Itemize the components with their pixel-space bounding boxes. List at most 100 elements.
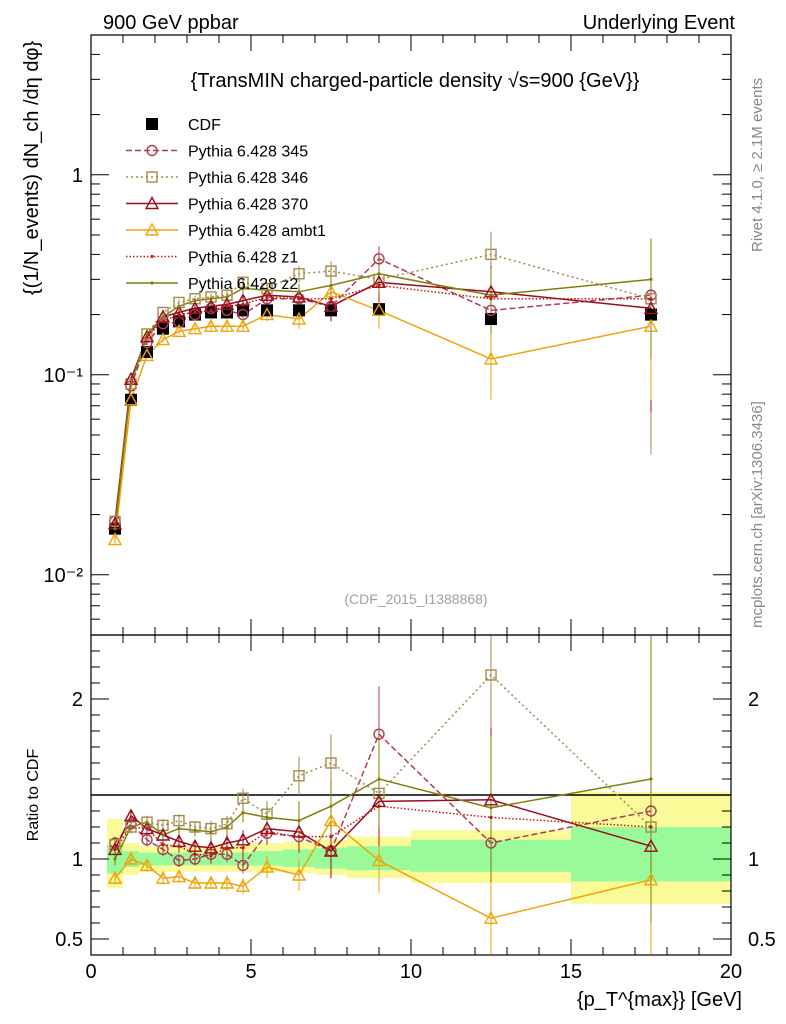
ratio-point-p370	[259, 821, 275, 835]
ratio-point-z1	[145, 827, 149, 831]
main-point-CDF	[373, 303, 385, 316]
ratio-point-p346	[325, 757, 337, 769]
ratio-point-ambt1	[171, 869, 187, 883]
main-point-CDF	[325, 304, 337, 317]
main-point-z2	[225, 295, 229, 299]
main-point-z2	[161, 315, 165, 319]
main-point-p370	[371, 274, 387, 289]
ratio-point-z2	[297, 819, 301, 823]
mcplots-label: mcplots.cern.ch [arXiv:1306.3436]	[749, 401, 766, 628]
main-point-z1	[329, 297, 333, 301]
main-point-z1	[113, 522, 117, 526]
main-series-markers	[107, 248, 659, 546]
ratio-point-p345	[173, 854, 185, 867]
main-point-ambt1	[171, 323, 187, 337]
main-point-p346	[205, 291, 217, 303]
header-left: 900 GeV ppbar	[103, 12, 239, 34]
main-point-p370	[291, 289, 307, 303]
ratio-point-z1	[265, 830, 269, 834]
main-point-p370	[139, 329, 155, 343]
rivet-version-label: Rivet 4.1.0, ≥ 2.1M events	[749, 78, 766, 252]
ratio-point-p370	[483, 792, 499, 806]
ratio-point-z2	[329, 804, 333, 808]
ratio-point-z1	[177, 844, 181, 848]
legend-item-p345: Pythia 6.428 345	[126, 144, 308, 161]
ratio-y-tick-label-left: 2	[72, 689, 83, 711]
ratio-point-z2	[377, 777, 381, 781]
legend-item-CDF: CDF	[146, 117, 221, 134]
ratio-point-ambt1	[235, 878, 251, 892]
main-point-CDF	[645, 308, 657, 321]
main-point-z2	[209, 297, 213, 301]
ratio-point-p345	[373, 728, 385, 740]
ratio-point-z1	[161, 843, 165, 847]
legend-item-ambt1: Pythia 6.428 ambt1	[126, 222, 326, 240]
x-tick-label: 20	[720, 961, 742, 983]
ratio-point-z2	[129, 825, 133, 829]
ratio-y-tick-labels: 0.5 0.5 1 1 2 2	[55, 689, 776, 951]
header-right: Underlying Event	[583, 12, 736, 34]
main-point-z2	[241, 286, 245, 291]
ratio-point-ambt1	[259, 859, 275, 873]
main-y-tick-label: 1	[72, 165, 83, 187]
main-point-p370	[643, 300, 659, 315]
legend-label-CDF: CDF	[188, 117, 221, 134]
ratio-point-z2	[113, 857, 117, 861]
main-point-z1	[241, 302, 245, 306]
legend-item-p370: Pythia 6.428 370	[126, 196, 308, 214]
main-point-ambt1	[291, 311, 307, 325]
main-axis-ticks	[90, 34, 732, 636]
ratio-point-p346	[261, 808, 273, 820]
main-point-z1	[297, 297, 301, 301]
ratio-point-z2	[161, 833, 165, 837]
x-tick-label: 10	[400, 961, 422, 983]
ratio-band-inner	[155, 852, 171, 866]
legend-marker-ambt1	[144, 222, 160, 236]
ratio-point-ambt1	[139, 857, 155, 872]
main-point-z2	[489, 293, 493, 297]
ratio-point-p370	[203, 840, 219, 854]
ratio-point-z2	[145, 820, 149, 824]
main-line-z1	[114, 284, 651, 524]
main-point-p346	[221, 289, 233, 301]
ratio-point-ambt1	[291, 867, 307, 881]
ratio-point-p370	[123, 808, 139, 822]
main-point-z2	[129, 382, 133, 386]
main-point-ambt1	[643, 318, 659, 332]
main-point-z2	[177, 304, 181, 308]
ratio-point-p346	[485, 669, 497, 681]
ratio-point-z2	[177, 827, 181, 831]
main-point-z2	[377, 272, 381, 276]
ratio-point-p370	[323, 843, 339, 857]
ratio-point-ambt1	[483, 910, 499, 924]
ratio-point-p370	[107, 841, 123, 856]
ratio-point-p370	[643, 838, 659, 852]
main-point-CDF	[485, 313, 497, 326]
main-line-p346	[114, 253, 652, 522]
main-point-ambt1	[155, 332, 171, 346]
ratio-point-p345	[485, 837, 497, 849]
ratio-point-ambt1	[219, 875, 235, 889]
ratio-point-p346	[645, 821, 657, 833]
main-point-p346	[141, 328, 153, 340]
main-title: {TransMIN charged-particle density √s=90…	[191, 70, 640, 92]
x-tick-label: 5	[245, 961, 256, 983]
ratio-point-p370	[155, 827, 171, 841]
main-point-p370	[323, 298, 339, 313]
ratio-point-p346	[173, 814, 185, 827]
main-y-tick-labels: 10⁻² 10⁻¹ 1	[44, 165, 84, 587]
ratio-point-z1	[209, 854, 213, 858]
ratio-point-z1	[377, 804, 381, 808]
ratio-point-p345	[645, 805, 657, 817]
ratio-point-z1	[113, 847, 117, 852]
ratio-y-tick-label-right: 1	[748, 849, 759, 871]
main-point-ambt1	[203, 318, 219, 332]
main-line-ambt1	[114, 290, 652, 540]
ratio-point-p346	[205, 822, 217, 835]
main-point-z1	[225, 304, 229, 308]
ratio-point-p370	[187, 838, 203, 852]
main-point-z2	[265, 288, 269, 292]
main-point-z2	[297, 290, 301, 294]
main-point-ambt1	[323, 284, 339, 298]
main-point-z2	[113, 527, 117, 531]
